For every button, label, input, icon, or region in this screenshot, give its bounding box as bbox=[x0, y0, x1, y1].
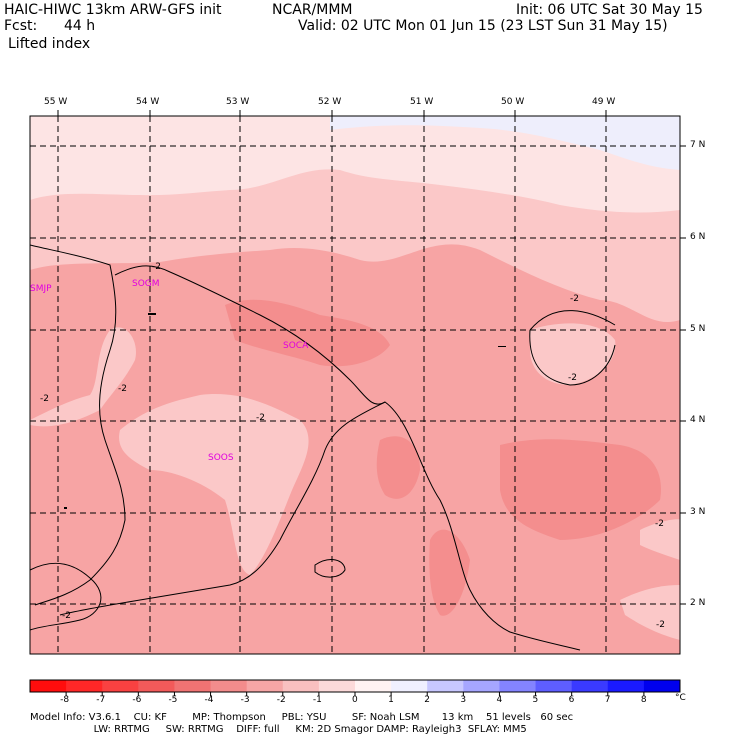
station-label-soca: SOCA bbox=[283, 341, 309, 351]
contour-minus2-a bbox=[29, 562, 102, 631]
border-guiana-brazil bbox=[59, 401, 386, 616]
contour-label: -2 bbox=[152, 262, 161, 272]
lon-label: 55 W bbox=[44, 97, 68, 107]
colorbar-tick-label: -6 bbox=[132, 695, 142, 705]
colorbar-swatch bbox=[607, 680, 645, 692]
station-marker bbox=[64, 507, 67, 509]
colorbar-swatch bbox=[210, 680, 248, 692]
region-darker-2 bbox=[500, 439, 661, 540]
colorbar-swatch bbox=[102, 680, 139, 692]
region-light-blue bbox=[330, 116, 680, 170]
colorbar-tick-label: -5 bbox=[168, 695, 178, 705]
region-light-right-2 bbox=[640, 519, 680, 560]
lat-label: 2 N bbox=[690, 598, 706, 608]
station-label-soos: SOOS bbox=[208, 453, 234, 463]
region-light-right-1 bbox=[530, 323, 616, 385]
contour-label: -2 bbox=[62, 611, 71, 621]
lon-label: 49 W bbox=[592, 97, 616, 107]
colorbar-swatch bbox=[246, 680, 284, 692]
contour-minus2-b bbox=[314, 559, 346, 578]
contour-label: -2 bbox=[40, 394, 49, 404]
lat-label: 3 N bbox=[690, 507, 706, 517]
colorbar-tick-label: 2 bbox=[424, 695, 430, 705]
colorbar-tick-label: 0 bbox=[352, 695, 358, 705]
colorbar-tick-label: -2 bbox=[276, 695, 286, 705]
model-title: HAIC-HIWC 13km ARW-GFS init bbox=[4, 2, 222, 18]
colorbar-unit: °C bbox=[675, 693, 686, 703]
station-marker bbox=[498, 346, 506, 347]
region-near-white bbox=[30, 116, 680, 213]
colorbar-tick-label: -4 bbox=[204, 695, 214, 705]
colorbar-tick-label: 1 bbox=[388, 695, 394, 705]
init-time: Init: 06 UTC Sat 30 May 15 bbox=[516, 2, 703, 18]
colorbar-swatch bbox=[282, 680, 320, 692]
valid-time: Valid: 02 UTC Mon 01 Jun 15 (23 LST Sun … bbox=[298, 18, 668, 34]
coastline bbox=[114, 265, 581, 651]
colorbar-swatch bbox=[138, 680, 175, 692]
colorbar-swatch bbox=[463, 680, 500, 692]
fcst-hours: 44 h bbox=[64, 18, 96, 34]
lon-label: 51 W bbox=[410, 97, 434, 107]
contour-label: -2 bbox=[568, 373, 577, 383]
contour-label: -2 bbox=[256, 413, 265, 423]
colorbar-tick-label: 3 bbox=[460, 695, 467, 705]
latitude-grid bbox=[30, 145, 680, 605]
model-info-line1: Model Info: V3.6.1 CU: KF MP: Thompson P… bbox=[30, 712, 574, 723]
colorbar-swatch bbox=[391, 680, 428, 692]
lon-label: 50 W bbox=[501, 97, 525, 107]
contour-label: -2 bbox=[570, 294, 579, 304]
model-info-line2: LW: RRTMG SW: RRTMG DIFF: full KM: 2D Sm… bbox=[30, 724, 527, 735]
contour-label: -2 bbox=[655, 519, 664, 529]
lat-label: 6 N bbox=[690, 232, 706, 242]
region-darker-3 bbox=[376, 436, 420, 499]
org-label: NCAR/MMM bbox=[272, 2, 353, 18]
fcst-label: Fcst: bbox=[4, 18, 38, 34]
lat-label: 4 N bbox=[690, 415, 706, 425]
lat-label: 7 N bbox=[690, 140, 706, 150]
colorbar-tick-label: -1 bbox=[312, 695, 322, 705]
station-label-sogm: SOGM bbox=[132, 279, 160, 289]
region-soos-blob bbox=[119, 394, 309, 575]
contour-label: -2 bbox=[118, 384, 127, 394]
colorbar-tick-label: 4 bbox=[496, 695, 503, 705]
region-darker-1 bbox=[225, 299, 390, 367]
border-suriname-guiana bbox=[29, 244, 126, 606]
station-label-smjp: SMJP bbox=[30, 284, 52, 294]
colorbar bbox=[29, 679, 681, 696]
colorbar-tick-label: -7 bbox=[96, 695, 106, 705]
contour-minus2-c bbox=[529, 310, 616, 386]
colorbar-tick-label: 5 bbox=[532, 695, 539, 705]
station-marker bbox=[148, 313, 156, 315]
colorbar-swatch bbox=[427, 680, 464, 692]
colorbar-tick-label: 7 bbox=[604, 695, 611, 705]
colorbar-tick-label: -3 bbox=[240, 695, 250, 705]
lon-label: 53 W bbox=[226, 97, 250, 107]
colorbar-tick-label: 6 bbox=[568, 695, 575, 705]
frame-ticks bbox=[57, 110, 686, 605]
map-frame bbox=[29, 115, 681, 655]
lon-label: 54 W bbox=[136, 97, 160, 107]
colorbar-swatch bbox=[66, 680, 103, 692]
colorbar-swatch bbox=[571, 680, 609, 692]
colorbar-swatch bbox=[318, 680, 356, 692]
colorbar-swatch bbox=[355, 680, 392, 692]
contour-label: -2 bbox=[656, 620, 665, 630]
colorbar-swatch bbox=[174, 680, 212, 692]
colorbar-tick-label: 8 bbox=[640, 695, 647, 705]
region-light-right-3 bbox=[620, 585, 680, 640]
colorbar-swatch bbox=[499, 680, 537, 692]
field-name: Lifted index bbox=[8, 36, 91, 52]
colorbar-swatch bbox=[30, 680, 67, 692]
colorbar-swatch bbox=[643, 680, 681, 692]
lat-label: 5 N bbox=[690, 324, 706, 334]
region-darker-4 bbox=[429, 529, 470, 616]
colorbar-tick-label: -8 bbox=[60, 695, 70, 705]
colorbar-swatch bbox=[535, 680, 573, 692]
lon-label: 52 W bbox=[318, 97, 342, 107]
